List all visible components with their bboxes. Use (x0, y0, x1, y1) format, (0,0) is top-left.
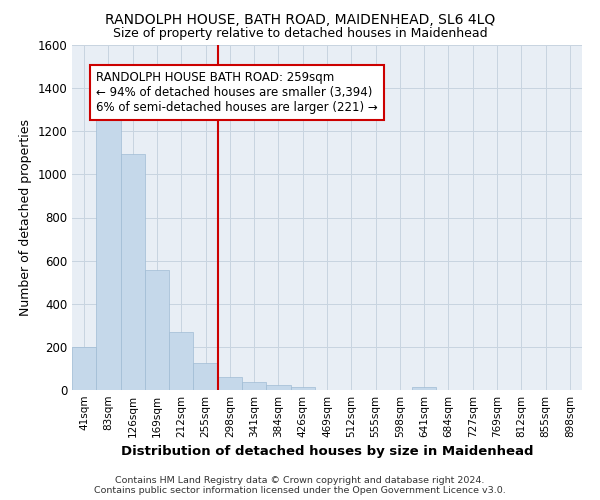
Bar (412, 387, 436, 390)
Bar (290, 387, 315, 390)
Text: Size of property relative to detached houses in Maidenhead: Size of property relative to detached ho… (113, 28, 487, 40)
Bar (218, 377, 242, 390)
Bar (266, 384, 290, 390)
Bar (242, 382, 266, 390)
X-axis label: Distribution of detached houses by size in Maidenhead: Distribution of detached houses by size … (121, 446, 533, 458)
Bar (145, 270, 169, 390)
Text: RANDOLPH HOUSE BATH ROAD: 259sqm
← 94% of detached houses are smaller (3,394)
6%: RANDOLPH HOUSE BATH ROAD: 259sqm ← 94% o… (96, 71, 378, 114)
Text: Contains HM Land Registry data © Crown copyright and database right 2024.
Contai: Contains HM Land Registry data © Crown c… (94, 476, 506, 495)
Bar (121, 154, 145, 390)
Bar (193, 363, 218, 390)
Bar (96, 117, 121, 390)
Bar (169, 332, 193, 390)
Y-axis label: Number of detached properties: Number of detached properties (19, 119, 32, 316)
Text: RANDOLPH HOUSE, BATH ROAD, MAIDENHEAD, SL6 4LQ: RANDOLPH HOUSE, BATH ROAD, MAIDENHEAD, S… (105, 12, 495, 26)
Bar (72, 347, 96, 390)
